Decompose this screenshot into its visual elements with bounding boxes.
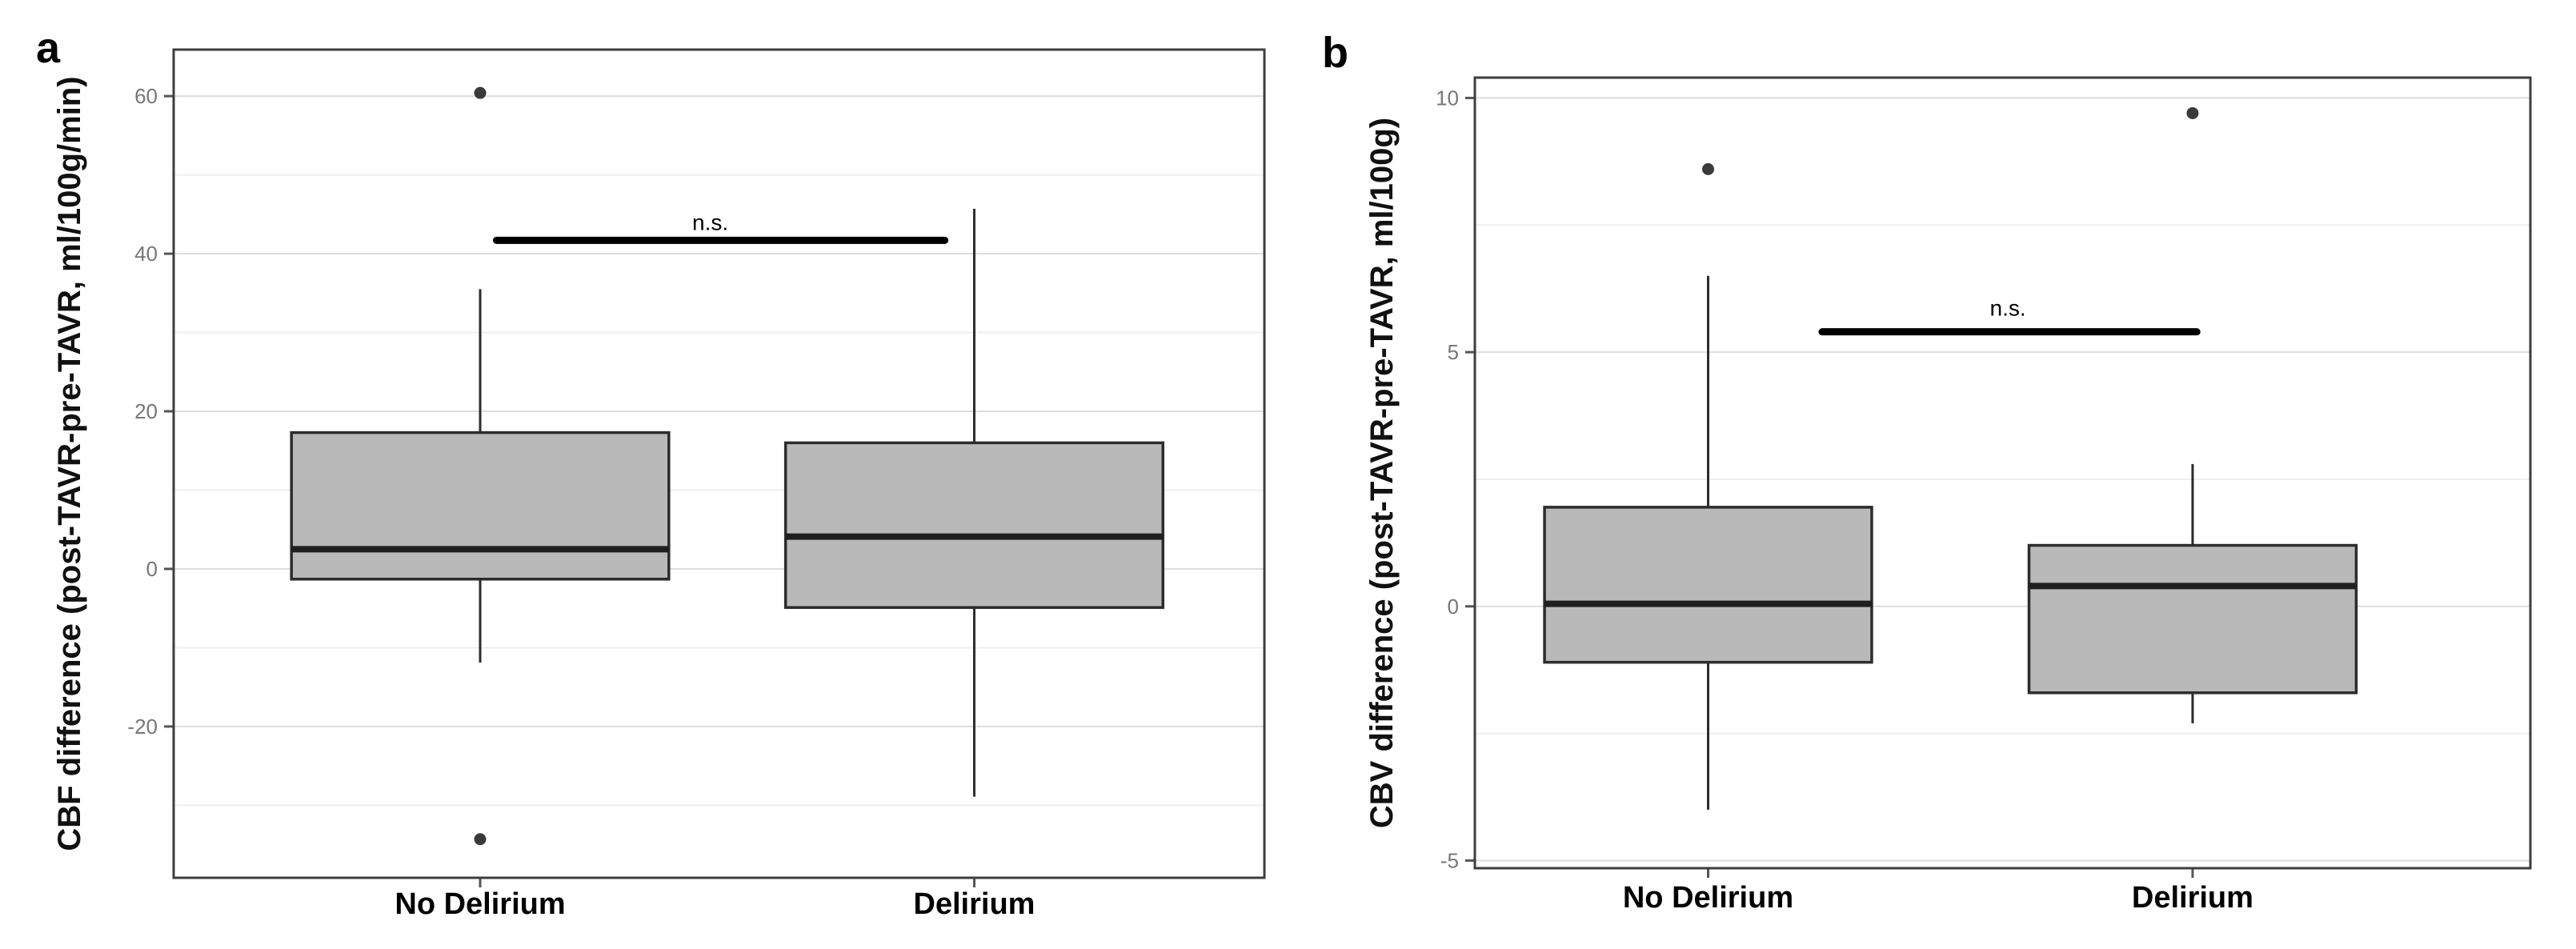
y-tick-label: -5 [1440, 849, 1459, 873]
boxplot-group-no-delirium: No Delirium [1543, 162, 1873, 915]
boxplot-group-delirium: Delirium [2027, 106, 2358, 915]
outlier-point [474, 833, 487, 846]
boxplot-group-delirium: Delirium [783, 208, 1164, 921]
category-label: No Delirium [395, 887, 565, 921]
y-tick-label: -20 [127, 715, 158, 739]
significance-label: n.s. [692, 210, 728, 234]
outlier-point [2186, 106, 2199, 119]
plot-area [1475, 78, 2530, 868]
panel-border [172, 48, 1266, 879]
boxplot-group-no-delirium: No Delirium [290, 86, 671, 921]
panel-b: -5 0 5 10 No Delirium Delirium n.s. CBV differe… [1322, 29, 2532, 915]
y-axis-label: CBF difference (post-TAVR-pre-TAVR, ml/1… [52, 76, 87, 851]
y-tick-label: 0 [1448, 595, 1459, 619]
category-label: Delirium [2132, 881, 2253, 915]
y-tick-label: 10 [1436, 86, 1459, 110]
y-axis-label: CBV difference (post-TAVR-pre-TAVR, ml/1… [1364, 118, 1400, 828]
y-tick-label: 40 [134, 242, 158, 266]
y-tick-label: 0 [146, 557, 158, 581]
category-label: Delirium [913, 887, 1035, 921]
panel-letter: a [36, 24, 61, 72]
y-tick-label: 60 [134, 84, 158, 108]
category-label: No Delirium [1623, 881, 1793, 915]
panel-letter: b [1322, 29, 1348, 77]
iqr-box [2027, 543, 2358, 695]
iqr-box [1543, 506, 1873, 664]
y-tick-label: 20 [134, 399, 158, 423]
outlier-point [474, 86, 487, 99]
y-tick-label: 5 [1448, 340, 1459, 364]
significance-label: n.s. [1990, 296, 2026, 321]
outlier-point [1701, 162, 1714, 175]
panel-a: -20 0 20 40 60 No Delirium Delirium n.s. CBF dif… [36, 24, 1266, 921]
iqr-box [290, 430, 671, 581]
iqr-box [783, 441, 1164, 609]
panel-border [1473, 76, 2532, 870]
